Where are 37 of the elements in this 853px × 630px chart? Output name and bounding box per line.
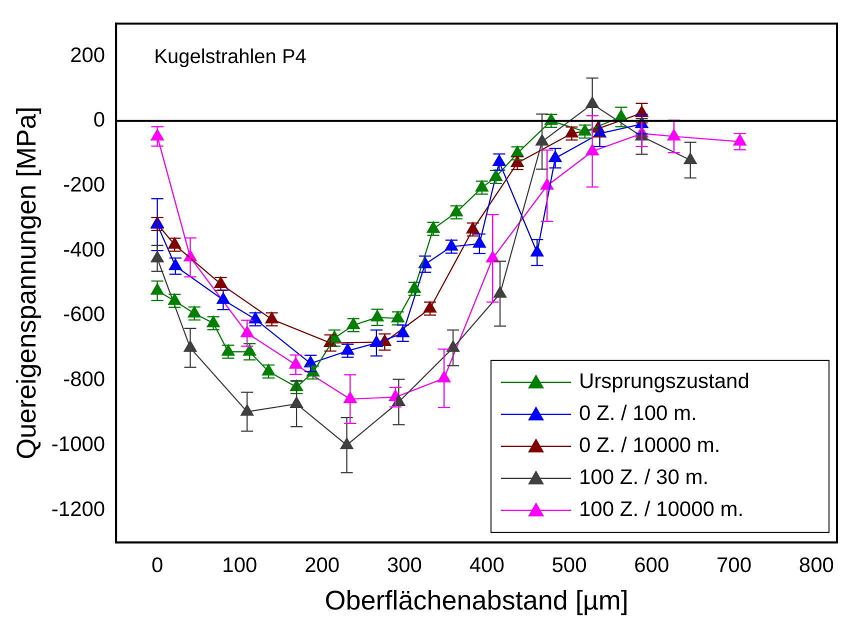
- y-tick-label: -600: [63, 303, 106, 326]
- x-tick-label: 400: [469, 554, 504, 577]
- y-tick-label: -200: [63, 174, 106, 197]
- x-tick-label: 800: [798, 554, 834, 577]
- point: [423, 301, 437, 313]
- point: [188, 306, 201, 318]
- point: [472, 236, 486, 248]
- y-tick-label: -1200: [51, 498, 106, 521]
- x-tick-label: 0: [151, 554, 164, 577]
- legend-label: 100 Z. / 30 m.: [579, 466, 709, 490]
- annotation: Kugelstrahlen P4: [154, 46, 306, 68]
- legend-label: 0 Z. / 10000 m.: [579, 434, 720, 458]
- point: [168, 293, 182, 305]
- point: [450, 204, 463, 216]
- point: [391, 310, 404, 322]
- y-tick-label: -800: [63, 368, 106, 392]
- y-tick-label: 0: [93, 108, 106, 132]
- point: [408, 281, 421, 293]
- point: [341, 343, 354, 355]
- legend-label: 100 Z. / 10000 m.: [579, 498, 744, 522]
- x-axis-title: Oberflächenabstand [µm]: [324, 585, 628, 616]
- y-axis-title: Quereigenspannungen [MPa]: [12, 106, 42, 460]
- legend-label: 0 Z. / 100 m.: [579, 402, 697, 426]
- x-tick-label: 500: [552, 554, 587, 577]
- y-tick-label: -1000: [51, 432, 106, 456]
- point: [437, 370, 451, 382]
- x-tick-label: 200: [304, 554, 340, 577]
- point: [489, 169, 502, 181]
- y-tick-label: -400: [63, 238, 106, 262]
- point: [262, 364, 276, 376]
- x-tick-label: 300: [386, 554, 422, 577]
- x-tick-label: 700: [716, 554, 752, 577]
- y-tick-label: 200: [70, 44, 106, 67]
- legend-label: Ursprungszustand: [579, 370, 750, 394]
- x-tick-label: 600: [634, 554, 670, 577]
- point: [240, 326, 254, 338]
- x-tick-label: 100: [222, 554, 258, 577]
